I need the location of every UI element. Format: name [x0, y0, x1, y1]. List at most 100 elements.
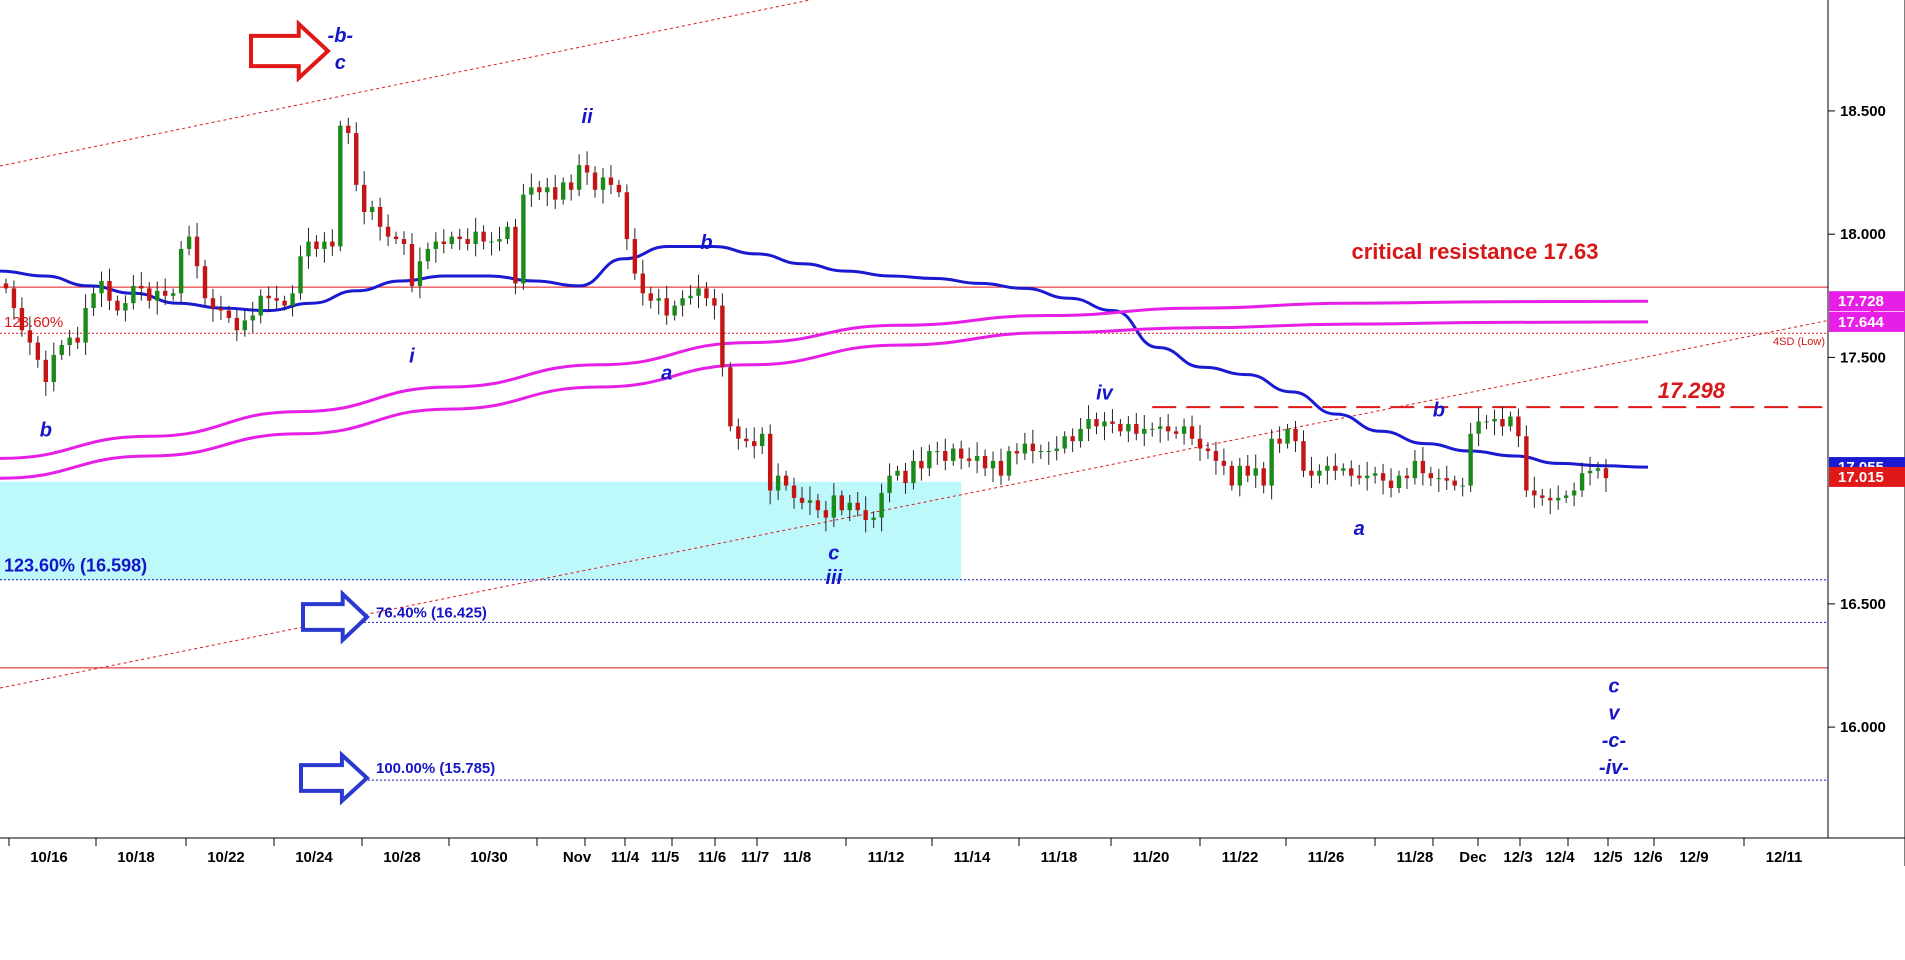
- candle-body: [27, 330, 33, 343]
- candle: [1396, 470, 1402, 493]
- candle: [919, 447, 924, 481]
- candle-body: [250, 315, 255, 321]
- candle: [1388, 468, 1394, 498]
- x-tick-label: 11/14: [954, 849, 991, 866]
- candle-body: [736, 426, 741, 439]
- candle: [927, 444, 932, 477]
- candle: [1245, 454, 1250, 483]
- candle: [107, 268, 112, 311]
- indicator-line: [0, 245, 1649, 469]
- y-tick-label: 18.500: [1840, 103, 1886, 120]
- candle: [433, 232, 439, 263]
- candle: [807, 486, 813, 516]
- candle-body: [1070, 436, 1075, 442]
- candle-body: [1237, 465, 1242, 486]
- candle: [1197, 424, 1203, 461]
- candle: [290, 285, 295, 317]
- candle: [823, 500, 829, 532]
- candle-body: [545, 187, 550, 193]
- candle-body: [537, 187, 542, 193]
- candle: [1078, 418, 1083, 448]
- candle-body: [242, 320, 247, 331]
- candle-body: [83, 308, 88, 343]
- candle-body: [1349, 468, 1354, 476]
- candle-body: [1325, 465, 1330, 471]
- candle: [982, 449, 988, 477]
- x-tick-label: 11/7: [741, 849, 769, 866]
- candle: [966, 447, 972, 468]
- candle: [831, 483, 837, 527]
- candle-body: [966, 458, 972, 461]
- wave-label: v: [1608, 703, 1621, 725]
- candle: [1269, 429, 1274, 500]
- candle: [11, 280, 17, 319]
- candle-body: [67, 337, 72, 346]
- candle-body: [1038, 451, 1043, 453]
- candle: [728, 362, 733, 432]
- candle-body: [322, 241, 327, 249]
- candle-body: [1317, 470, 1322, 476]
- candle: [744, 427, 749, 448]
- candle-body: [1213, 451, 1219, 461]
- candle: [465, 228, 470, 251]
- candle-body: [338, 125, 343, 247]
- candle: [998, 448, 1004, 486]
- candle: [1110, 409, 1115, 434]
- indicator-line: [0, 299, 1649, 460]
- candle: [1372, 466, 1378, 484]
- wave-label: iii: [826, 567, 843, 589]
- candle: [815, 493, 821, 519]
- candle: [632, 228, 638, 280]
- candle: [1054, 436, 1059, 461]
- candle-body: [35, 342, 41, 360]
- candle: [497, 226, 502, 251]
- candle: [1237, 457, 1242, 497]
- candle: [385, 214, 391, 246]
- candle-body: [553, 187, 558, 200]
- x-tick-label: Dec: [1459, 849, 1487, 866]
- candle-body: [194, 236, 200, 267]
- candle: [529, 173, 534, 208]
- candle-body: [1158, 426, 1163, 429]
- y-tick-label: 16.500: [1840, 596, 1886, 613]
- candle: [330, 229, 335, 256]
- candle: [1444, 465, 1449, 490]
- candle-body: [457, 236, 462, 240]
- wave-label: a: [661, 363, 672, 385]
- candle-body: [1444, 478, 1449, 481]
- candle-body: [879, 492, 884, 518]
- candle-body: [1126, 423, 1131, 432]
- candle: [91, 286, 96, 316]
- candle-body: [377, 207, 383, 227]
- wave-label: b: [40, 419, 52, 441]
- candle: [473, 217, 478, 257]
- candle: [1205, 442, 1211, 459]
- candle: [1261, 461, 1266, 494]
- price-tag: 17.728: [1829, 291, 1905, 312]
- candle-body: [1420, 460, 1426, 474]
- candle-body: [1269, 438, 1274, 486]
- wave-label: b: [700, 232, 712, 254]
- candle-body: [1524, 436, 1529, 491]
- candle-body: [1309, 470, 1314, 476]
- candle-body: [1030, 443, 1036, 452]
- candle-body: [799, 497, 805, 503]
- candle-body: [1197, 438, 1203, 449]
- candle-body: [1571, 490, 1577, 496]
- candle: [648, 286, 653, 309]
- candle: [1038, 444, 1043, 459]
- candle: [943, 438, 948, 471]
- candle: [1516, 408, 1521, 448]
- sd-label: 4SD (Low): [1773, 336, 1825, 348]
- candle: [553, 174, 558, 210]
- candle: [1014, 443, 1020, 465]
- candle: [1158, 417, 1163, 443]
- candle: [266, 286, 271, 313]
- candle-body: [210, 298, 216, 309]
- candle-body: [1189, 426, 1195, 439]
- candle: [799, 487, 805, 510]
- candle-body: [258, 295, 263, 316]
- x-tick-label: 12/5: [1593, 849, 1622, 866]
- candle: [696, 274, 701, 309]
